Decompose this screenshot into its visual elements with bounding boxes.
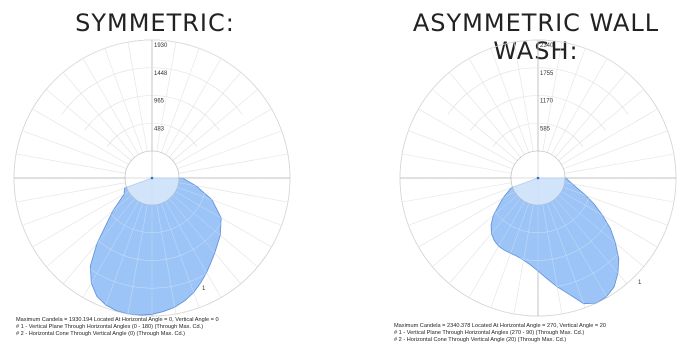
footer-max-candela: Maximum Candela = 1930.194 Located At Ho… (16, 317, 219, 324)
series-label: 1 (202, 286, 206, 292)
ring-label: 483 (154, 126, 165, 132)
chart-footer: Maximum Candela = 1930.194 Located At Ho… (16, 317, 219, 338)
ring-label: 2340 (540, 43, 554, 49)
chart-footer: Maximum Candela = 2340.378 Located At Ho… (394, 323, 606, 344)
symmetric-panel: SYMMETRIC: 483 965 1448 1930 1 Maximum Cande… (0, 0, 310, 345)
origin-marker (151, 177, 154, 180)
footer-legend-2: # 2 - Horizontal Cone Through Vertical A… (16, 331, 219, 338)
footer-max-candela: Maximum Candela = 2340.378 Located At Ho… (394, 323, 606, 330)
asymmetric-wall-wash-panel: ASYMMETRIC WALL WASH: 585 1170 1755 2340 1 M… (388, 0, 684, 345)
ring-label: 1930 (154, 43, 168, 49)
series-label: 1 (638, 280, 642, 286)
footer-legend-1: # 1 - Vertical Plane Through Horizontal … (16, 324, 219, 331)
ring-label: 1755 (540, 71, 554, 77)
ring-label: 965 (154, 99, 165, 105)
footer-legend-2: # 2 - Horizontal Cone Through Vertical A… (394, 337, 606, 344)
origin-marker (537, 177, 540, 180)
ring-label: 1448 (154, 71, 168, 77)
polar-chart-symmetric: 483 965 1448 1930 1 (0, 0, 310, 345)
footer-legend-1: # 1 - Vertical Plane Through Horizontal … (394, 330, 606, 337)
ring-label: 585 (540, 126, 551, 132)
